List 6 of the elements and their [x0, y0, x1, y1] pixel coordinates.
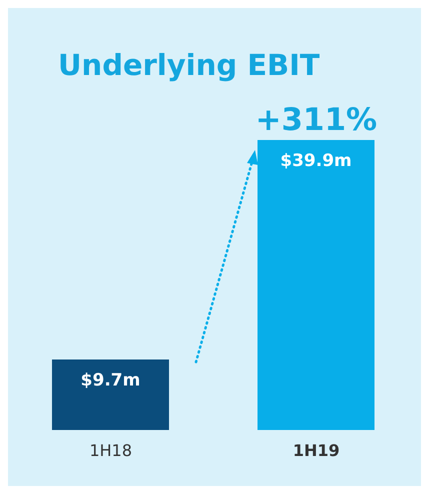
chart-title: Underlying EBIT	[58, 48, 320, 82]
annotation: +311%	[255, 102, 378, 138]
data-label: $9.7m	[80, 370, 140, 391]
x-tick-label: 1H18	[89, 441, 132, 460]
data-label: $39.9m	[280, 151, 352, 172]
x-tick-label: 1H19	[292, 441, 340, 460]
